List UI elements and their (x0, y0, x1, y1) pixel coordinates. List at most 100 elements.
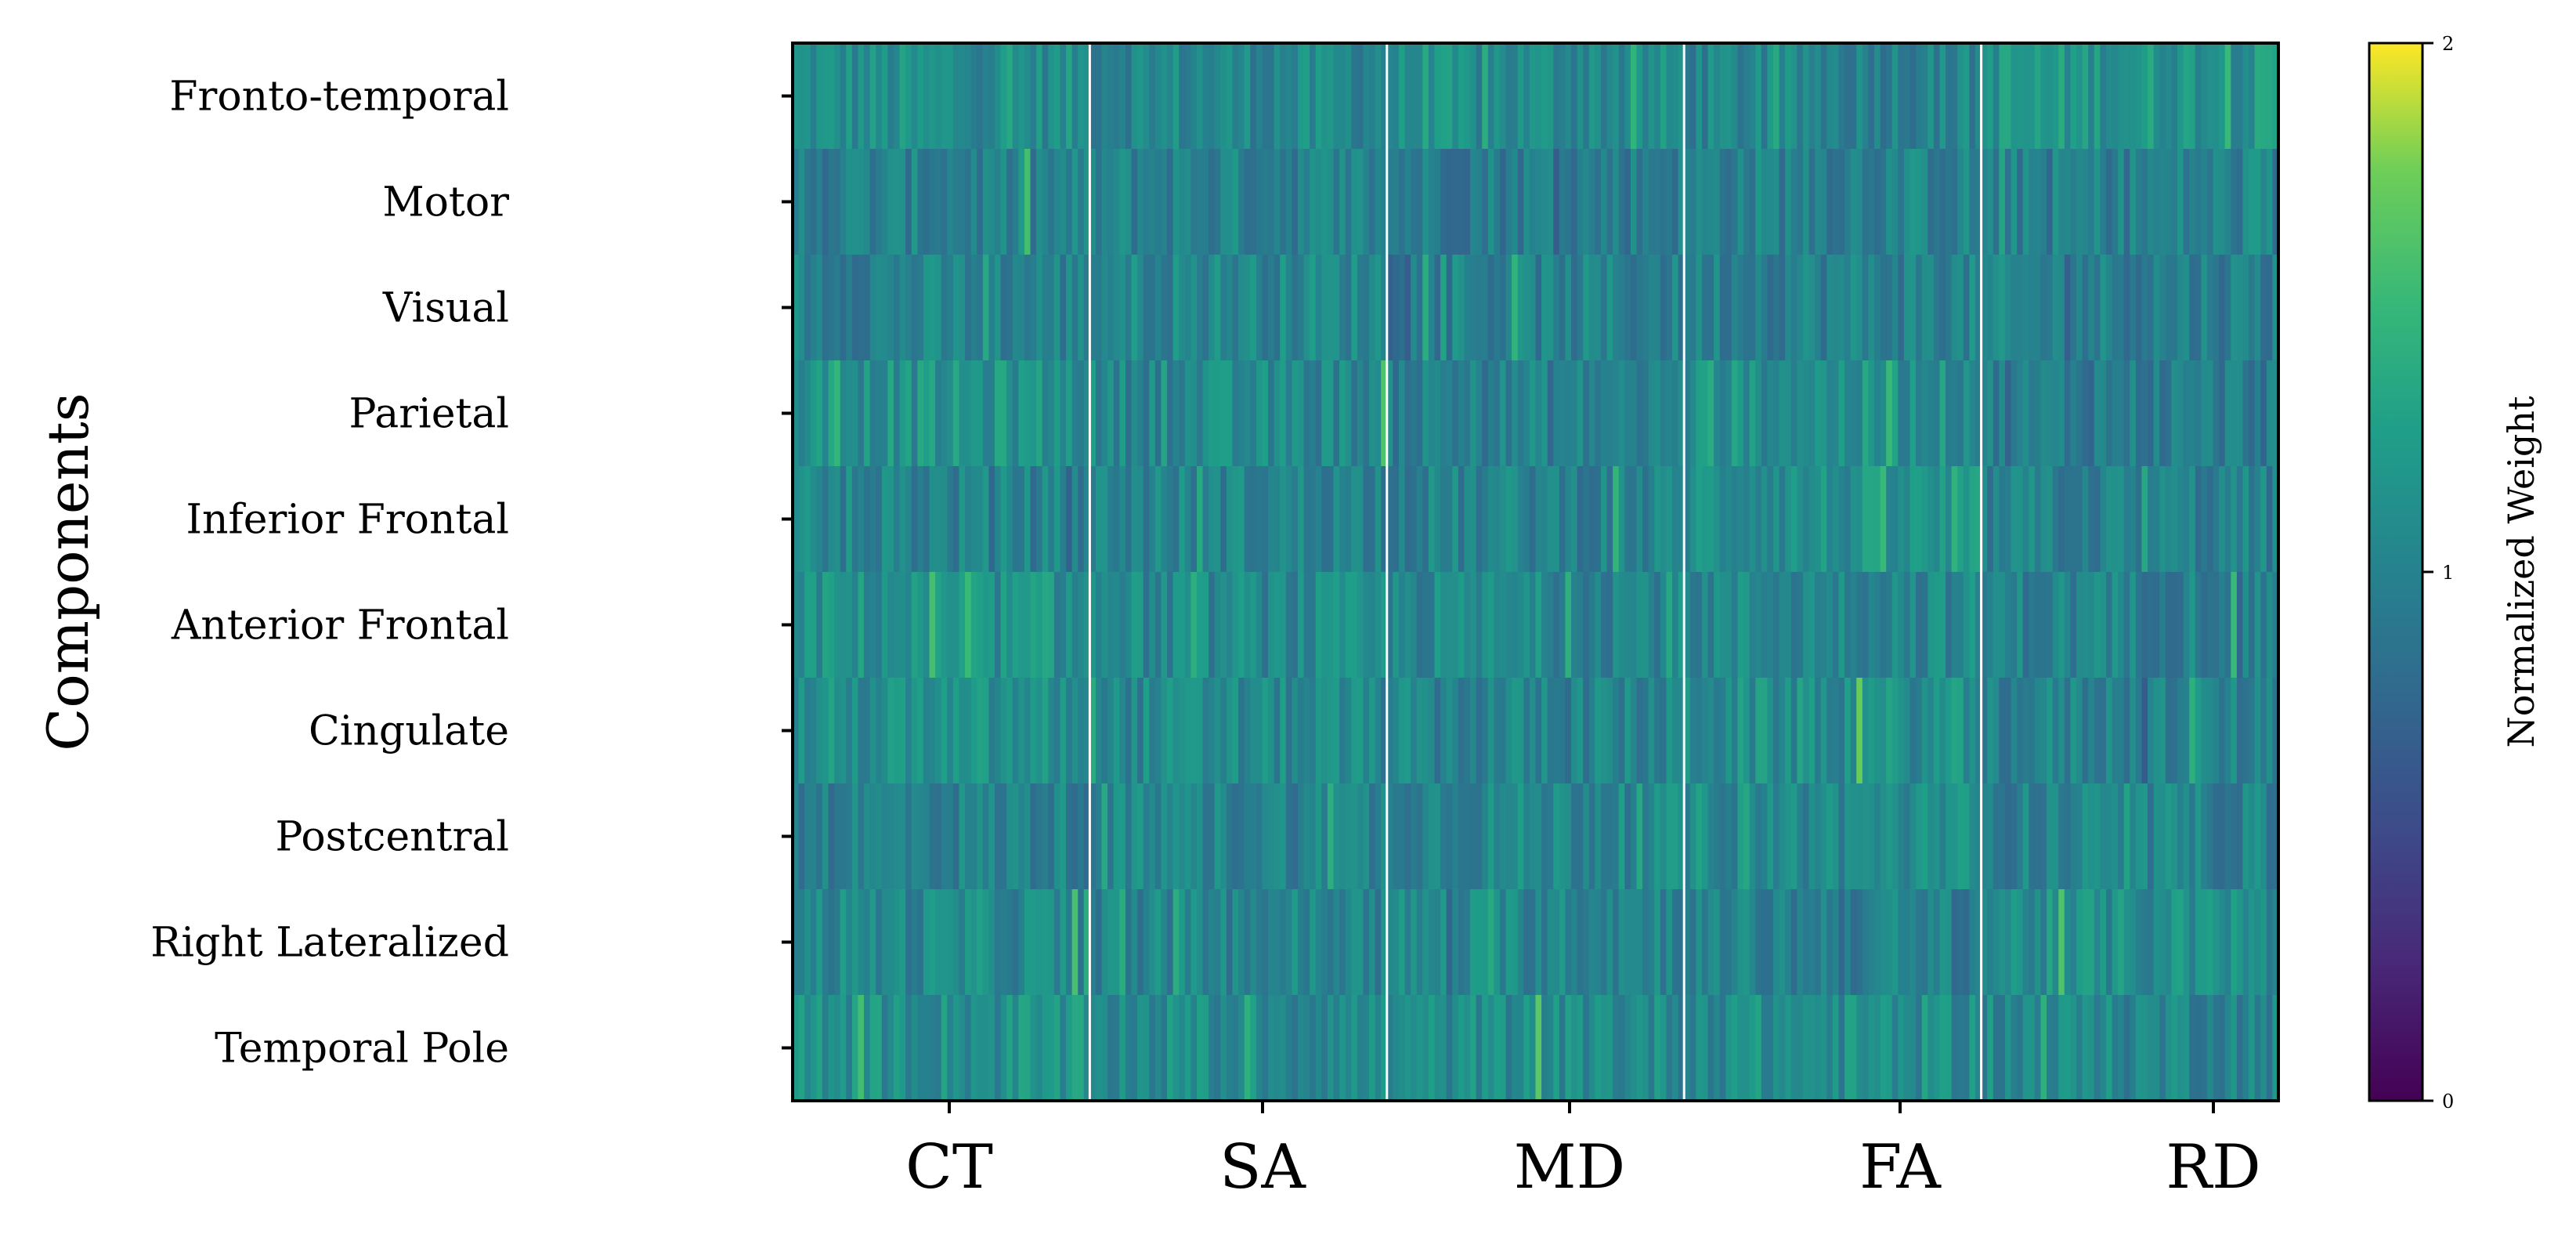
heatmap-cell (834, 43, 841, 149)
heatmap-cell (1891, 255, 1899, 360)
heatmap-cell (1071, 889, 1078, 995)
heatmap-block (1981, 783, 2279, 889)
heatmap-cell (1053, 783, 1061, 889)
heatmap-cell (1440, 889, 1447, 995)
heatmap-cell (1363, 255, 1370, 360)
heatmap-cell (1494, 466, 1501, 572)
heatmap-cell (1357, 466, 1364, 572)
heatmap-cell (1571, 149, 1578, 255)
heatmap-cell (793, 255, 800, 360)
heatmap-cell (1880, 783, 1887, 889)
heatmap-cell (2135, 255, 2143, 360)
heatmap-cell (977, 255, 984, 360)
heatmap-cell (1630, 149, 1638, 255)
row-label: Parietal (349, 391, 509, 438)
heatmap-cell (1232, 149, 1239, 255)
heatmap-cell (840, 255, 847, 360)
heatmap-cell (2183, 572, 2190, 678)
heatmap-cell (1957, 889, 1964, 995)
heatmap-cell (1767, 572, 1774, 678)
heatmap-cell (917, 255, 924, 360)
heatmap-cell (1149, 889, 1156, 995)
heatmap-cell (941, 678, 948, 783)
heatmap-cell (1357, 572, 1364, 678)
heatmap-cell (1600, 889, 1608, 995)
heatmap-cell (1196, 43, 1204, 149)
heatmap-cell (2224, 43, 2231, 149)
heatmap-cell (1916, 572, 1923, 678)
heatmap-cell (1012, 255, 1019, 360)
heatmap-cell (2141, 678, 2148, 783)
heatmap-cell (864, 43, 871, 149)
heatmap-cell (1749, 43, 1756, 149)
heatmap-cell (1761, 149, 1769, 255)
heatmap-cell (2047, 572, 2054, 678)
heatmap-cell (1398, 360, 1406, 466)
heatmap-cell (1999, 43, 2006, 149)
heatmap-cell (982, 255, 990, 360)
heatmap-cell (1660, 889, 1667, 995)
heatmap-cell (1987, 572, 1994, 678)
heatmap-cell (846, 255, 853, 360)
heatmap-cell (798, 360, 805, 466)
heatmap-cell (1725, 572, 1732, 678)
heatmap-cell (2064, 360, 2072, 466)
heatmap-cell (2130, 43, 2137, 149)
heatmap-cell (1262, 255, 1269, 360)
heatmap-cell (1529, 255, 1537, 360)
heatmap-cell (1714, 889, 1721, 995)
heatmap-cell (1066, 995, 1073, 1101)
heatmap-cell (1862, 678, 1870, 783)
heatmap-cell (1636, 572, 1643, 678)
heatmap-cell (1149, 360, 1156, 466)
heatmap-cell (2135, 360, 2143, 466)
heatmap-cell (1636, 783, 1643, 889)
heatmap-cell (1053, 360, 1061, 466)
heatmap-cell (1268, 783, 1275, 889)
heatmap-cell (1393, 466, 1400, 572)
heatmap-cell (1494, 783, 1501, 889)
heatmap-cell (917, 466, 924, 572)
heatmap-cell (834, 783, 841, 889)
heatmap-block (1386, 360, 1685, 466)
heatmap-cell (2141, 255, 2148, 360)
heatmap-cell (851, 43, 859, 149)
heatmap-cell (1042, 678, 1049, 783)
heatmap-cell (2231, 783, 2238, 889)
heatmap-cell (2219, 466, 2226, 572)
row-label: Fronto-temporal (169, 74, 509, 121)
heatmap-cell (2076, 466, 2083, 572)
heatmap-cell (1369, 149, 1376, 255)
heatmap-cell (1571, 678, 1578, 783)
heatmap-cell (1880, 995, 1887, 1101)
heatmap-cell (929, 466, 936, 572)
heatmap-cell (1154, 466, 1162, 572)
heatmap-cell (1220, 360, 1227, 466)
heatmap-cell (947, 678, 954, 783)
heatmap-cell (1000, 466, 1007, 572)
heatmap-cell (1089, 572, 1097, 678)
heatmap-cell (2236, 995, 2244, 1101)
heatmap-cell (1672, 360, 1679, 466)
heatmap-cell (1048, 466, 1055, 572)
heatmap-cell (988, 572, 995, 678)
heatmap-cell (1636, 678, 1643, 783)
heatmap-cell (2254, 149, 2261, 255)
heatmap-cell (1404, 678, 1411, 783)
heatmap-cell (1903, 995, 1911, 1101)
heatmap-cell (810, 678, 817, 783)
heatmap-cell (793, 466, 800, 572)
heatmap-cell (858, 466, 865, 572)
heatmap-cell (1327, 255, 1335, 360)
heatmap-cell (1755, 149, 1762, 255)
heatmap-cell (1071, 255, 1078, 360)
heatmap-cell (1107, 43, 1115, 149)
heatmap-cell (828, 572, 835, 678)
heatmap-cell (2058, 149, 2065, 255)
heatmap-cell (1707, 149, 1714, 255)
heatmap-cell (2201, 255, 2208, 360)
heatmap-cell (1137, 572, 1144, 678)
heatmap-cell (1083, 466, 1090, 572)
heatmap-cell (2105, 995, 2113, 1101)
heatmap-cell (1946, 360, 1953, 466)
